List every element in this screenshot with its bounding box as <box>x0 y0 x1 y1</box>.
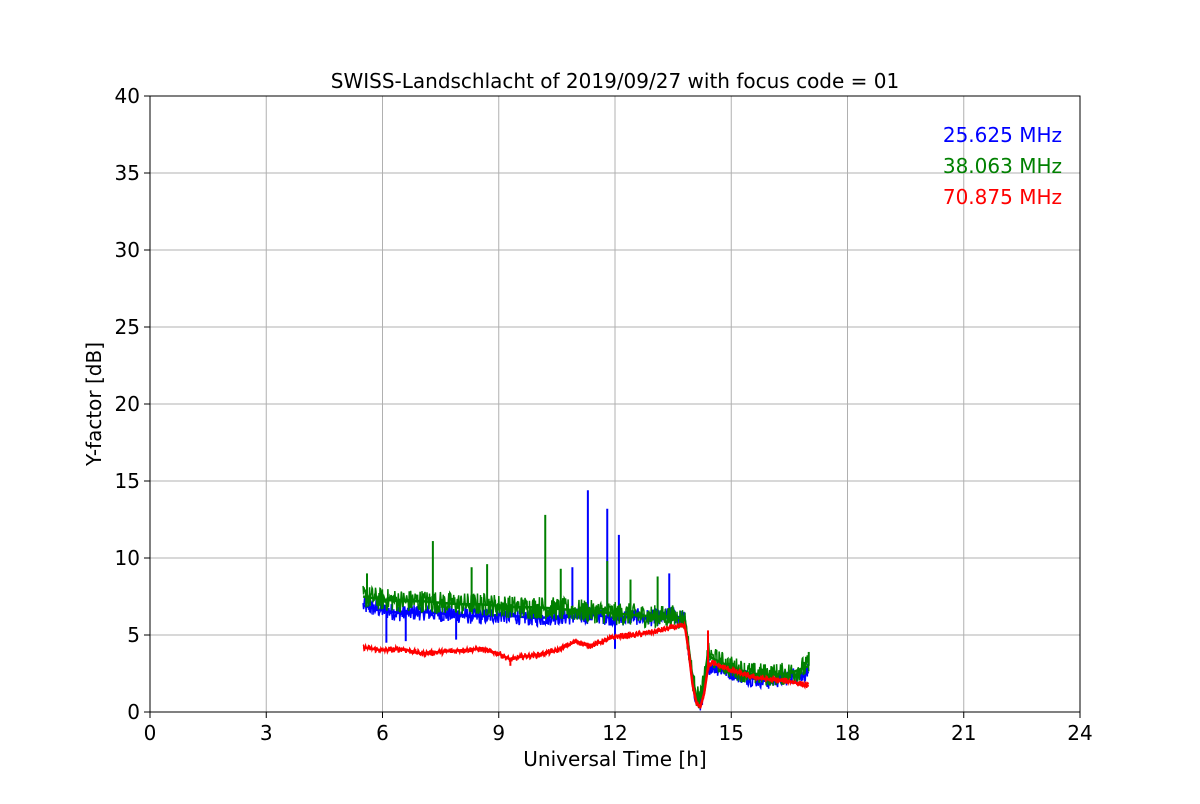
chart-title: SWISS-Landschlacht of 2019/09/27 with fo… <box>331 69 899 93</box>
x-tick-label: 15 <box>719 721 744 745</box>
y-tick-label: 15 <box>115 469 140 493</box>
y-tick-label: 30 <box>115 238 140 262</box>
y-tick-label: 10 <box>115 546 140 570</box>
x-tick-label: 21 <box>951 721 976 745</box>
series-noise-trace <box>362 584 810 709</box>
y-tick-label: 20 <box>115 392 140 416</box>
legend-entry-1: 25.625 MHz <box>943 123 1062 147</box>
y-axis-label: Y-factor [dB] <box>82 342 106 467</box>
legend-entry-3: 70.875 MHz <box>943 185 1062 209</box>
x-tick-label: 6 <box>376 721 389 745</box>
x-tick-label: 12 <box>602 721 627 745</box>
legend: 25.625 MHz 38.063 MHz 70.875 MHz <box>943 123 1062 209</box>
series-group <box>362 490 810 711</box>
series-2 <box>362 514 810 709</box>
series-noise-trace <box>362 620 810 709</box>
axis-ticks: 0 3 6 9 12 15 18 21 24 0 5 10 15 20 25 30 35 40 <box>115 84 1093 745</box>
y-tick-label: 0 <box>127 700 140 724</box>
legend-entry-2: 38.063 MHz <box>943 154 1062 178</box>
x-tick-label: 18 <box>835 721 860 745</box>
x-tick-label: 9 <box>492 721 505 745</box>
x-tick-label: 0 <box>144 721 157 745</box>
x-axis-label: Universal Time [h] <box>523 747 706 771</box>
x-tick-label: 24 <box>1067 721 1092 745</box>
x-tick-label: 3 <box>260 721 273 745</box>
y-tick-label: 40 <box>115 84 140 108</box>
y-tick-label: 35 <box>115 161 140 185</box>
y-tick-label: 25 <box>115 315 140 339</box>
series-3 <box>362 620 810 709</box>
y-tick-label: 5 <box>127 623 140 647</box>
